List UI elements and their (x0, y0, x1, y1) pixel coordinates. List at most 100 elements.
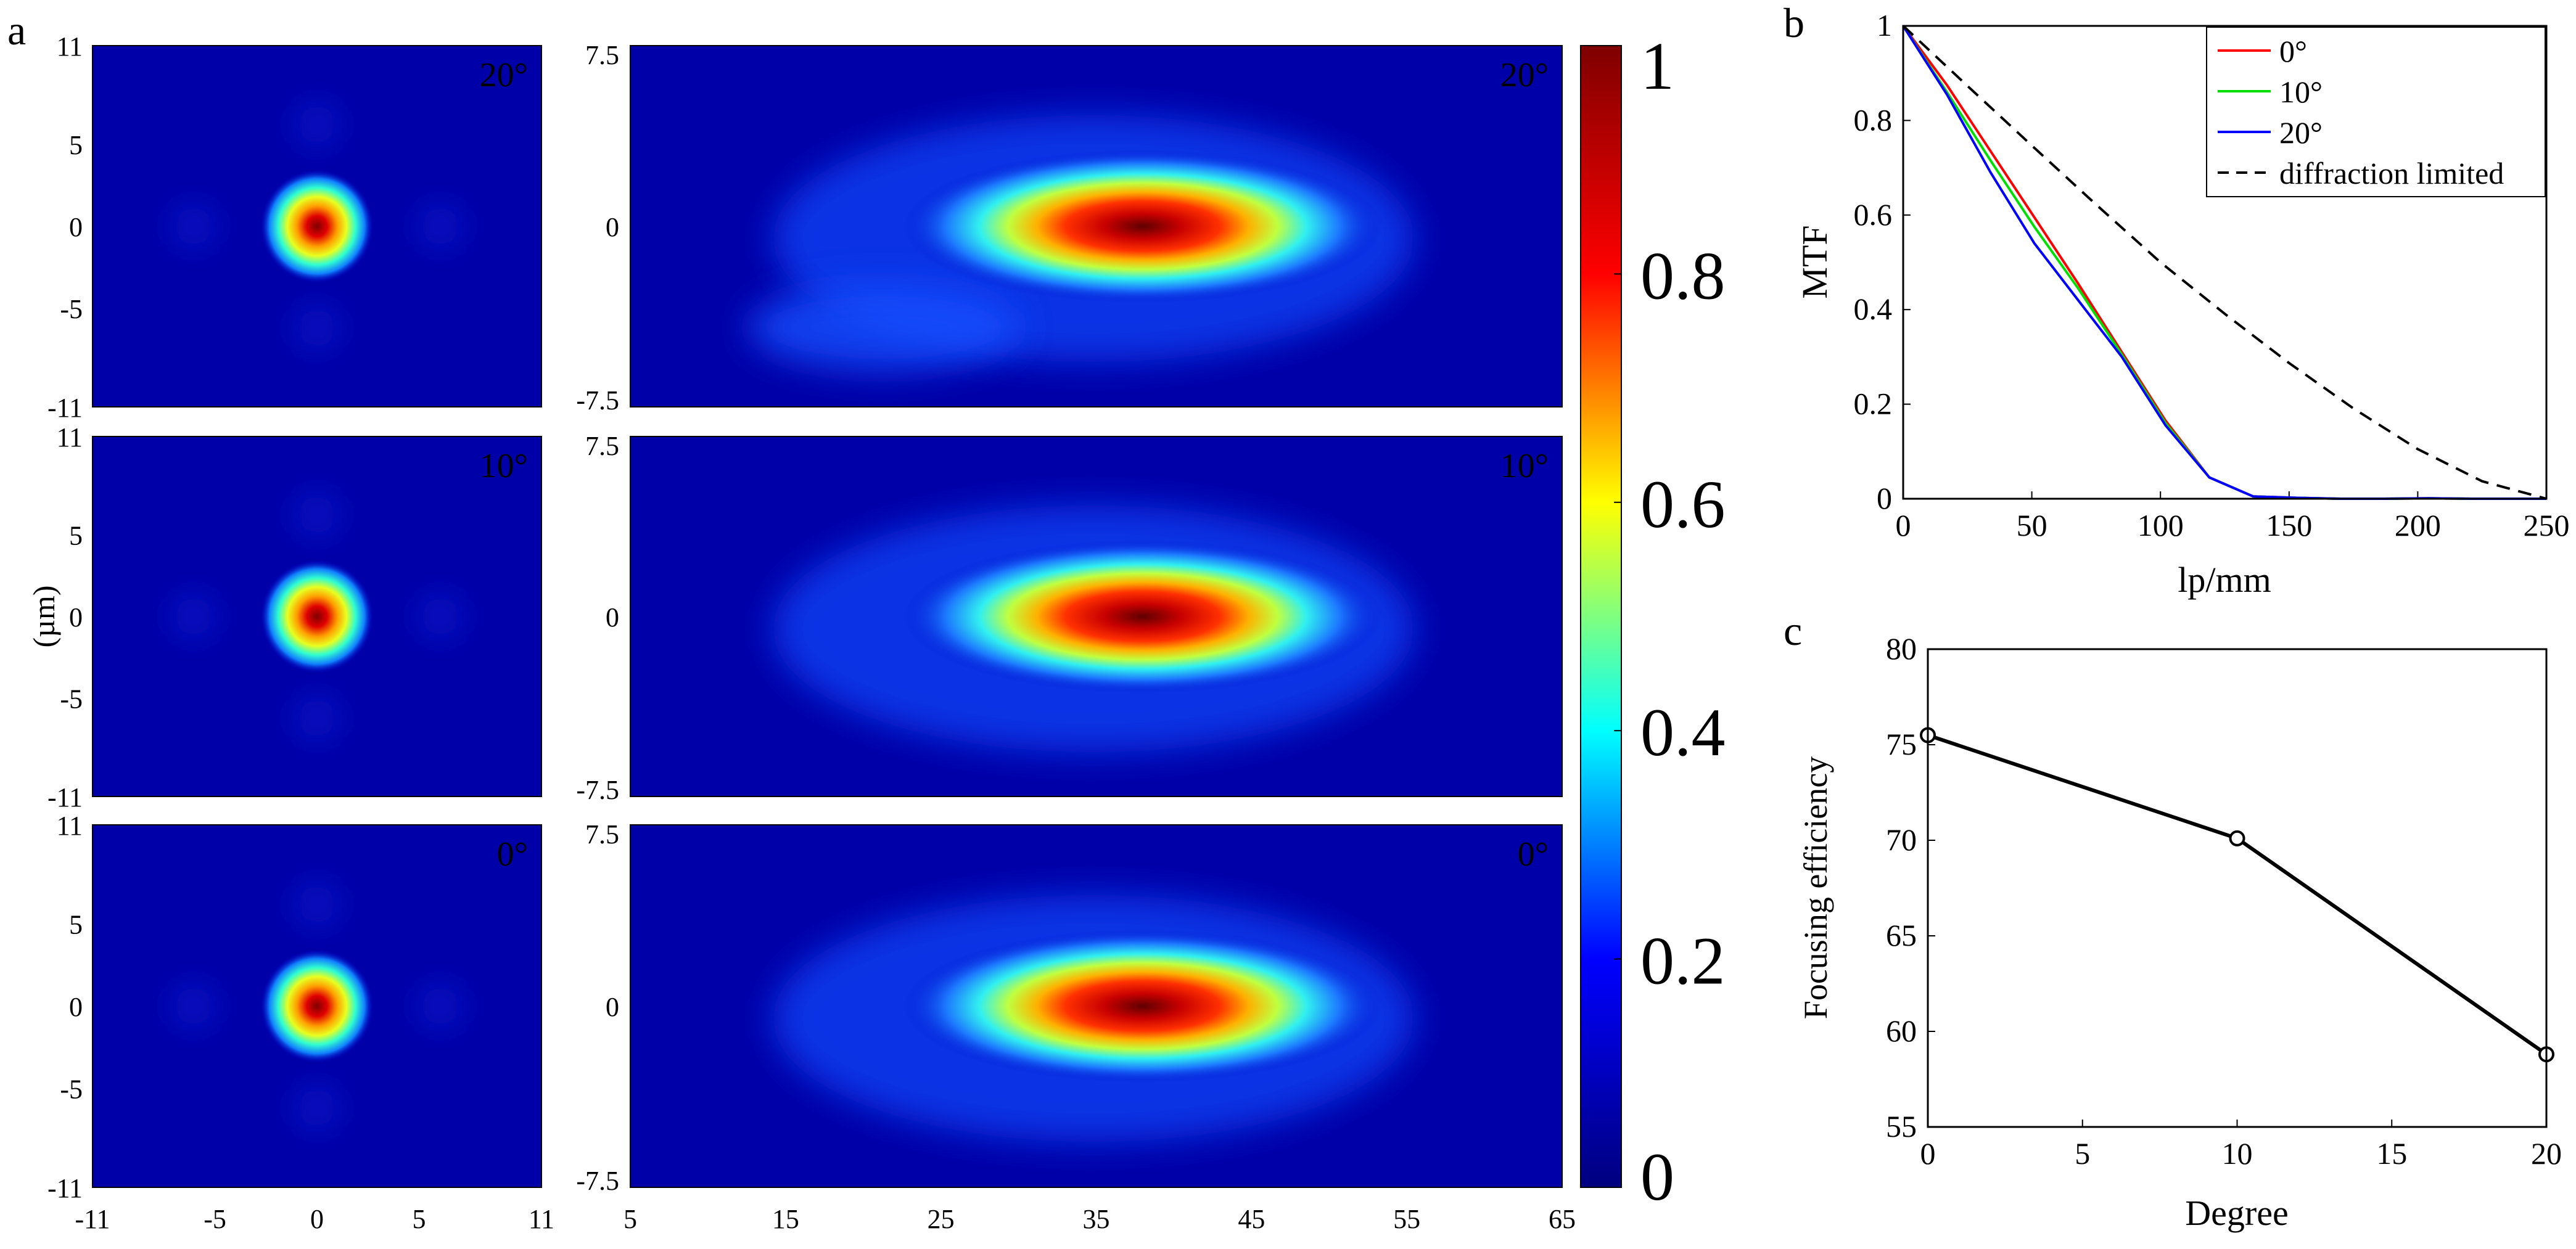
xy-ytick-label: -11 (47, 1173, 83, 1203)
colorbar-tick-label: 0.2 (1640, 923, 1726, 999)
xz-angle-label: 20° (1500, 56, 1549, 94)
y-tick-label: 80 (1886, 631, 1917, 666)
data-point (2229, 830, 2245, 846)
xy-xtick-label: 0 (310, 1204, 324, 1234)
xy-sidelobe (173, 596, 215, 637)
legend-entry: 0° (2279, 34, 2307, 68)
colorbar-tick-label: 0.6 (1640, 467, 1726, 542)
xz-frame (630, 824, 1563, 1188)
xy-sidelobe (296, 307, 338, 349)
xz-ytick-label: 0 (606, 992, 619, 1022)
heatmap-row-0deg: 0° 11 5 0 -5 -11 0° 7.5 0 -7.5 (47, 811, 1563, 1203)
xz-ytick-label: 0 (606, 602, 619, 633)
x-tick-label: 15 (2376, 1136, 2407, 1171)
legend-entry: 10° (2279, 75, 2323, 109)
xy-sidelobe (173, 205, 215, 247)
panel-label-b: b (1784, 0, 1804, 46)
xz-xtick-label: 25 (928, 1204, 955, 1234)
panel-a-ylabel: (µm) (27, 585, 61, 647)
panel-label-c: c (1784, 607, 1802, 654)
legend-entry: diffraction limited (2279, 156, 2504, 190)
xy-ytick-label: -11 (47, 782, 83, 813)
xz-xtick-label: 55 (1393, 1204, 1420, 1234)
mtf-ylabel: MTF (1795, 225, 1835, 298)
xz-focal-region (902, 149, 1384, 303)
colorbar: 1 0.8 0.6 0.4 0.2 0 (1580, 28, 1726, 1214)
colorbar-tick-label: 0 (1640, 1139, 1674, 1214)
mtf-axes-frame (1902, 25, 2548, 500)
xy-sidelobe (296, 697, 338, 739)
xz-focal-region (902, 539, 1384, 694)
efficiency-axes-frame (1927, 648, 2548, 1128)
xz-ytick-label: 0 (606, 212, 619, 242)
xy-sidelobe (296, 104, 338, 145)
xy-sidelobe (296, 883, 338, 925)
xy-xtick-label: 5 (412, 1204, 426, 1234)
xz-tail (748, 284, 1020, 371)
xy-frame (92, 824, 542, 1188)
mtf-ticks: 0 50 100 150 200 250 0 0.2 0.4 0.6 0.8 1 (1854, 8, 2570, 543)
xy-ytick-label: 5 (69, 909, 83, 940)
x-tick-label: 0 (1896, 508, 1911, 543)
xz-angle-label: 10° (1500, 447, 1549, 485)
xz-focal-region (902, 929, 1384, 1083)
colorbar-tick-label: 1 (1640, 28, 1674, 104)
xy-sidelobe (296, 494, 338, 536)
xy-frame (92, 436, 542, 797)
xy-focal-spot (260, 170, 374, 283)
mtf-legend-box (2206, 27, 2546, 197)
xz-frame (630, 436, 1563, 797)
xy-focal-spot (260, 560, 374, 673)
colorbar-tick-label: 0.4 (1640, 695, 1726, 770)
xy-sidelobe (419, 596, 461, 637)
xz-ytick-label: -7.5 (576, 1166, 619, 1196)
colorbar-tick-label: 0.8 (1640, 238, 1726, 313)
xy-sidelobe (419, 985, 461, 1027)
y-tick-label: 0 (1877, 481, 1892, 515)
x-tick-label: 100 (2138, 508, 2184, 543)
series-line-focusing-efficiency (1927, 733, 2548, 1056)
xy-sidelobe (296, 1087, 338, 1129)
mtf-legend: 0° 10° 20° diffraction limited (2206, 27, 2546, 197)
xz-xtick-label: 65 (1549, 1204, 1576, 1234)
colorbar-gradient (1580, 45, 1622, 1188)
xy-focal-spot (260, 949, 374, 1063)
xy-angle-label: 20° (480, 56, 528, 94)
efficiency-lines (1920, 727, 2554, 1063)
x-tick-label: 250 (2524, 508, 2570, 543)
xy-ytick-label: -11 (47, 393, 83, 423)
xz-xtick-label: 45 (1238, 1204, 1265, 1234)
x-tick-label: 0 (1920, 1136, 1936, 1171)
y-tick-label: 0.4 (1854, 292, 1893, 326)
y-tick-label: 0.2 (1854, 387, 1893, 421)
xy-ytick-label: 0 (69, 602, 83, 633)
xy-ytick-label: 0 (69, 992, 83, 1022)
xy-angle-label: 0° (497, 835, 528, 874)
xz-ytick-label: 7.5 (585, 819, 619, 850)
xy-ytick-label: -5 (60, 1075, 83, 1105)
series-line-diffraction-limited (1902, 25, 2547, 500)
efficiency-ylabel: Focusing efficiency (1797, 756, 1834, 1019)
xy-xtick-label: -11 (75, 1204, 110, 1234)
xy-xtick-label: -5 (204, 1204, 226, 1234)
y-tick-label: 65 (1886, 918, 1917, 952)
mtf-xlabel: lp/mm (2178, 560, 2271, 600)
panel-label-a: a (7, 7, 26, 54)
y-tick-label: 1 (1877, 8, 1892, 43)
xy-ytick-label: 5 (69, 130, 83, 160)
xz-xtick-label: 35 (1083, 1204, 1110, 1234)
xy-sidelobe (419, 205, 461, 247)
efficiency-xlabel: Degree (2185, 1193, 2288, 1233)
xz-ytick-label: -7.5 (576, 775, 619, 805)
xy-ytick-label: 11 (57, 422, 83, 453)
xz-ytick-label: -7.5 (576, 385, 619, 416)
xz-frame (630, 45, 1563, 407)
x-tick-label: 50 (2017, 508, 2047, 543)
xy-xtick-label: 11 (529, 1204, 554, 1234)
y-tick-label: 70 (1886, 822, 1917, 857)
heatmap-panels: 20° 11 5 0 -5 -11 20° 7.5 0 -7.5 10° 11 5 0 -5 -11 10° 7.… (47, 31, 1576, 1234)
efficiency-ticks: 0 5 10 15 20 55 60 65 70 75 80 (1886, 631, 2562, 1171)
xz-ytick-label: 7.5 (585, 40, 619, 70)
